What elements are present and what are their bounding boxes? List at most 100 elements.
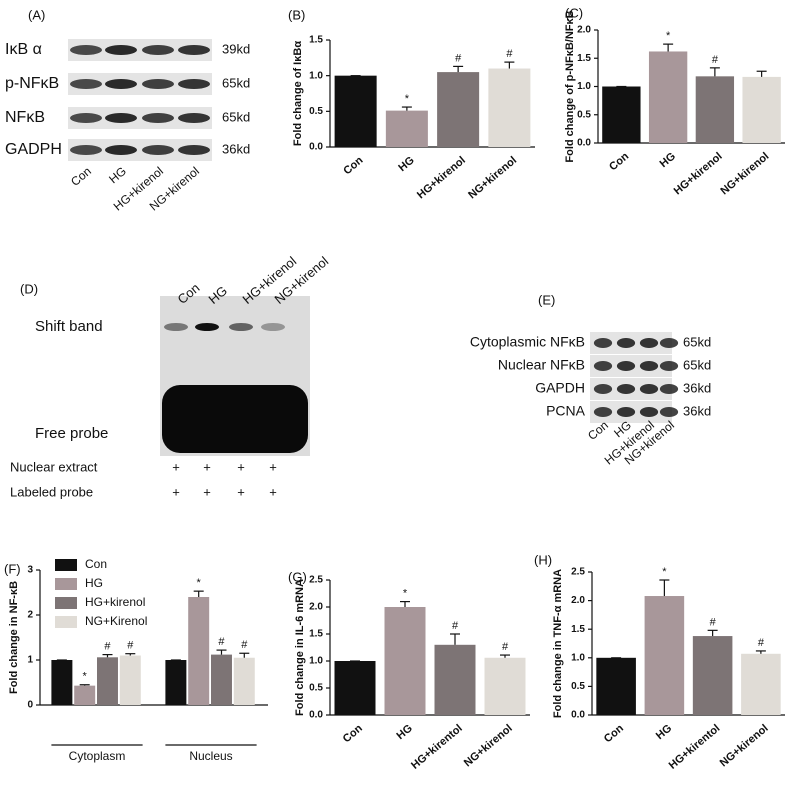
shift-band	[164, 323, 188, 331]
bar	[692, 636, 733, 715]
x-tick-label: HG	[654, 722, 674, 742]
significance-marker: #	[127, 640, 134, 652]
blot-band	[142, 113, 174, 123]
y-axis-title: Fold change in NF-κB	[8, 581, 20, 694]
blot-band	[616, 338, 636, 348]
size-label: 36kd	[222, 141, 250, 156]
x-tick-label: Con	[341, 154, 365, 177]
blot-band	[70, 113, 102, 123]
x-tick-label: HG	[396, 154, 416, 174]
significance-marker: *	[662, 566, 667, 578]
x-tick-label: Cytoplasm	[69, 749, 126, 763]
bar	[188, 597, 210, 705]
y-tick-label: 0.5	[571, 681, 585, 692]
y-tick-label: 0.5	[577, 109, 591, 120]
x-tick-label: HG+kirenol	[672, 150, 725, 197]
size-label: 36kd	[683, 403, 711, 418]
panel-label: (E)	[538, 292, 555, 307]
significance-marker: #	[712, 54, 719, 66]
y-tick-label: 0	[27, 700, 33, 711]
bar	[334, 75, 377, 147]
y-tick-label: 0.0	[577, 138, 591, 149]
panel-label: (A)	[28, 7, 45, 22]
row-label: p-NFκB	[5, 75, 59, 92]
y-tick-label: 2.0	[309, 602, 323, 613]
bar	[51, 660, 73, 705]
row-label: Nuclear NFκB	[498, 357, 585, 373]
blot-band	[105, 113, 137, 123]
band-label: Shift band	[35, 318, 103, 335]
y-tick-label: 1.0	[309, 70, 323, 81]
condition-label: Labeled probe	[10, 484, 93, 499]
legend-swatch	[55, 578, 77, 590]
blot-band	[639, 338, 659, 348]
bar	[334, 661, 376, 715]
y-axis-title: Fold change in IL-6 mRNA	[294, 579, 306, 716]
blot-strip	[68, 107, 212, 129]
blot-band	[105, 145, 137, 155]
bar	[74, 685, 96, 705]
x-tick-label: HG+kirentol	[409, 722, 465, 771]
bar	[437, 72, 480, 147]
y-tick-label: 1.5	[309, 629, 323, 640]
blot-band	[178, 45, 210, 55]
blot-strip	[68, 139, 212, 161]
legend-swatch	[55, 616, 77, 628]
bar	[165, 660, 187, 705]
bar	[385, 110, 428, 147]
blot-band	[142, 79, 174, 89]
x-tick-label: Con	[602, 722, 626, 745]
significance-marker: #	[710, 616, 717, 628]
condition-mark: +	[269, 484, 277, 499]
x-tick-label: NG+kirenol	[718, 722, 771, 769]
significance-marker: *	[666, 30, 671, 42]
y-tick-label: 0.0	[571, 710, 585, 721]
panel-label: (F)	[4, 561, 21, 576]
blot-band	[105, 45, 137, 55]
blot-band	[639, 361, 659, 371]
x-tick-label: Nucleus	[189, 749, 232, 763]
blot-band	[659, 361, 679, 371]
blot-band	[70, 79, 102, 89]
y-tick-label: 1.5	[309, 35, 323, 46]
condition-mark: +	[203, 459, 211, 474]
y-tick-label: 1.5	[577, 53, 591, 64]
y-tick-label: 0.0	[309, 142, 323, 153]
blot-band	[593, 361, 613, 371]
bar	[488, 68, 531, 147]
panel-label: (B)	[288, 7, 305, 22]
legend-swatch	[55, 597, 77, 609]
y-tick-label: 0.5	[309, 106, 323, 117]
blot-band	[593, 384, 613, 394]
panel-label: (H)	[534, 552, 552, 567]
bar	[434, 644, 476, 715]
condition-label: Nuclear extract	[10, 459, 98, 474]
x-tick-label: HG	[394, 722, 414, 742]
shift-band	[195, 323, 219, 331]
blot-band	[178, 79, 210, 89]
blot-band	[616, 384, 636, 394]
blot-band	[593, 338, 613, 348]
x-tick-label: HG+kirentol	[667, 722, 723, 771]
blot-band	[659, 338, 679, 348]
significance-marker: #	[502, 641, 509, 653]
blot-band	[616, 361, 636, 371]
condition-mark: +	[269, 459, 277, 474]
row-label: IκB α	[5, 41, 42, 58]
shift-band	[261, 323, 285, 331]
y-tick-label: 1.0	[309, 656, 323, 667]
bar	[741, 653, 781, 715]
size-label: 65kd	[222, 75, 250, 90]
y-tick-label: 1.0	[577, 81, 591, 92]
y-axis-title: Fold change of p-NFκB/NFκB	[564, 10, 576, 162]
significance-marker: #	[455, 52, 462, 64]
bar	[384, 607, 426, 715]
blot-band	[105, 79, 137, 89]
size-label: 65kd	[683, 357, 711, 372]
size-label: 65kd	[683, 334, 711, 349]
y-tick-label: 2.0	[577, 25, 591, 36]
row-label: Cytoplasmic NFκB	[470, 334, 585, 350]
panel-label: (D)	[20, 281, 38, 296]
legend-label: Con	[85, 557, 107, 571]
